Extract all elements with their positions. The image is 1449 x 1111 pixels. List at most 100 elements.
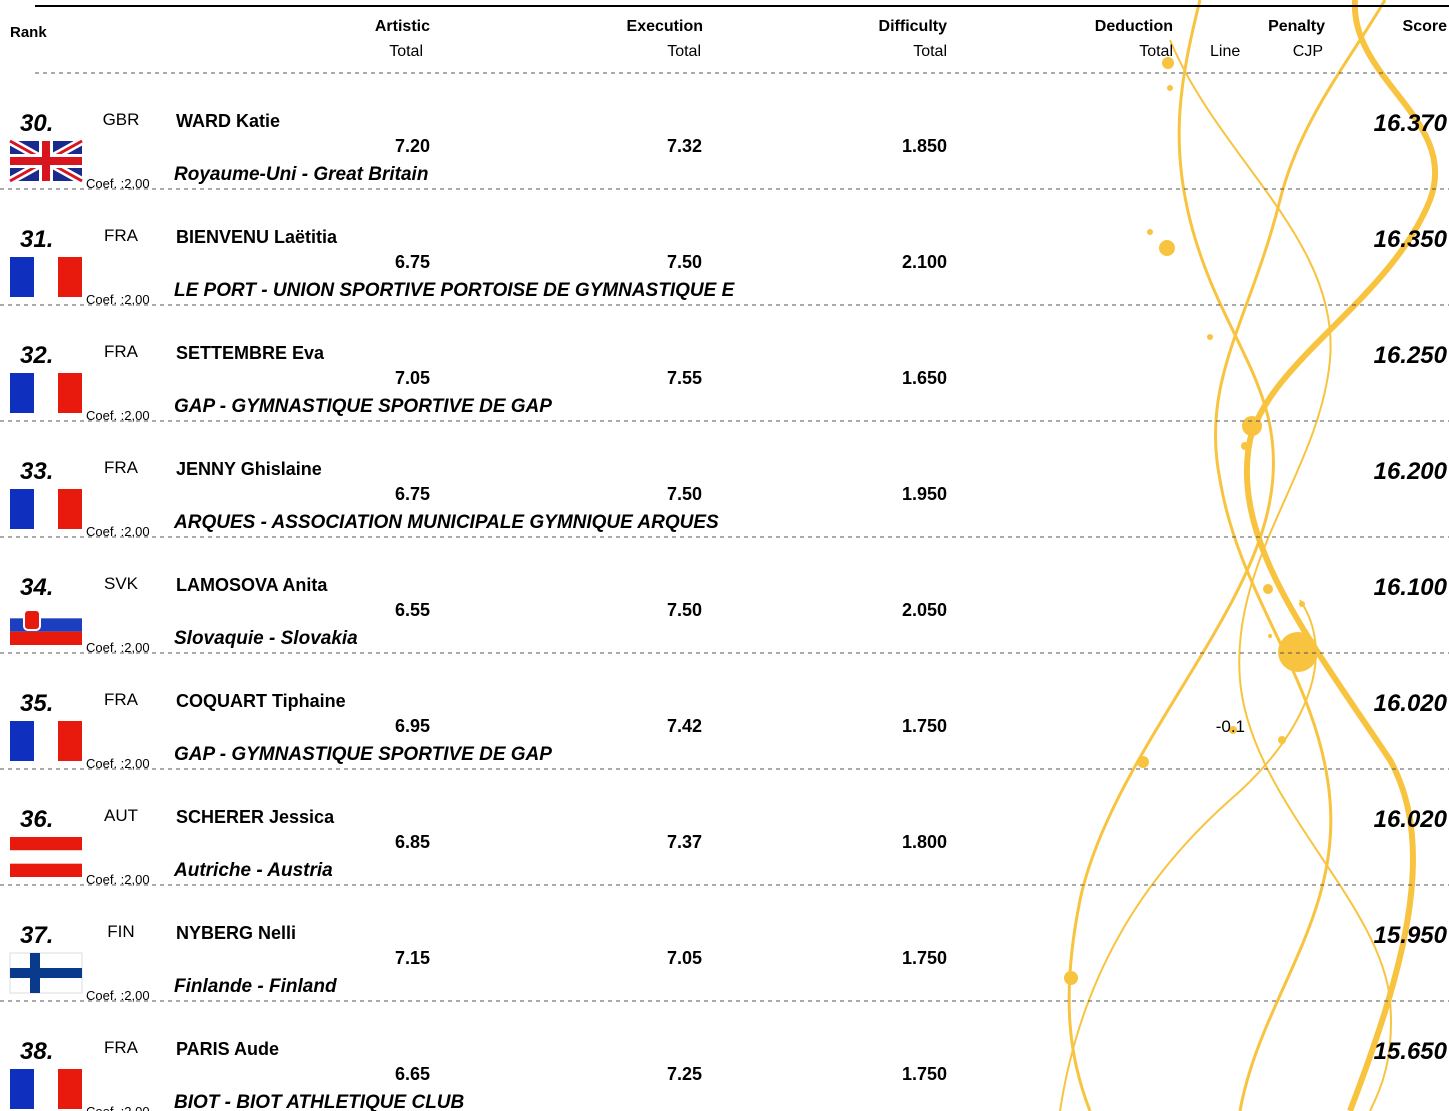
country: FRA — [104, 1038, 139, 1057]
gymnast-name: PARIS Aude — [176, 1039, 279, 1059]
header-difficulty-sub: Total — [913, 43, 947, 60]
flag-stripe — [58, 1069, 82, 1109]
gymnast-name: BIENVENU Laëtitia — [176, 227, 338, 247]
flag-stripe — [10, 850, 82, 864]
result-row: 36. AUT SCHERER Jessica 6.85 7.37 1.800 Coef. … — [0, 806, 1449, 887]
score: 16.200 — [1374, 458, 1448, 485]
rank: 30. — [20, 110, 53, 137]
coef: Coef. :2,00 — [86, 872, 150, 887]
difficulty: 1.650 — [902, 368, 947, 388]
rank: 36. — [20, 806, 53, 833]
artistic: 6.75 — [395, 252, 430, 272]
header-execution: Execution — [627, 18, 703, 35]
header-penalty: Penalty — [1268, 18, 1325, 35]
rank: 35. — [20, 690, 53, 717]
flag-cross — [10, 968, 82, 978]
header-artistic-sub: Total — [389, 43, 423, 60]
execution: 7.37 — [667, 832, 702, 852]
flag-stripe — [58, 373, 82, 413]
rank: 33. — [20, 458, 53, 485]
club: Finlande - Finland — [174, 976, 337, 997]
flag-stripe — [10, 721, 34, 761]
flag-stripe — [34, 257, 58, 297]
artistic: 6.85 — [395, 832, 430, 852]
artistic: 7.20 — [395, 136, 430, 156]
club: LE PORT - UNION SPORTIVE PORTOISE DE GYM… — [174, 280, 736, 301]
coef: Coef. :2,00 — [86, 640, 150, 655]
country: FRA — [104, 690, 139, 709]
coef: Coef. :2,00 — [86, 756, 150, 771]
artistic: 6.95 — [395, 716, 430, 736]
flag-stripe — [34, 721, 58, 761]
header-deduction-sub: Total — [1139, 43, 1173, 60]
club: BIOT - BIOT ATHLETIQUE CLUB — [174, 1092, 465, 1111]
difficulty: 1.750 — [902, 948, 947, 968]
header-line: Line — [1210, 43, 1240, 60]
score: 16.100 — [1374, 574, 1448, 601]
flag — [10, 1069, 82, 1109]
coef: Coef. :2,00 — [86, 1104, 150, 1111]
country: SVK — [104, 574, 139, 593]
flag — [10, 373, 82, 413]
rank: 34. — [20, 574, 53, 601]
gymnast-name: SCHERER Jessica — [176, 807, 335, 827]
flag-emblem — [23, 609, 41, 631]
country: AUT — [104, 806, 138, 825]
flag-stripe — [10, 489, 34, 529]
country: FRA — [104, 342, 139, 361]
gymnast-name: NYBERG Nelli — [176, 923, 296, 943]
header-execution-sub: Total — [667, 43, 701, 60]
gymnast-name: SETTEMBRE Eva — [176, 343, 325, 363]
coef: Coef. :2,00 — [86, 988, 150, 1003]
difficulty: 2.050 — [902, 600, 947, 620]
flag — [9, 952, 83, 994]
club: Slovaquie - Slovakia — [174, 628, 358, 649]
score: 16.020 — [1374, 690, 1448, 717]
difficulty: 2.100 — [902, 252, 947, 272]
score: 16.020 — [1374, 806, 1448, 833]
header-artistic: Artistic — [375, 18, 430, 35]
execution: 7.55 — [667, 368, 702, 388]
flag-stripe — [10, 863, 82, 877]
header-penalty-sub: CJP — [1293, 43, 1323, 60]
flag — [10, 489, 82, 529]
flag-cross — [10, 157, 82, 165]
flag-stripe — [10, 618, 82, 632]
header-deduction: Deduction — [1095, 18, 1173, 35]
flag — [8, 137, 84, 185]
result-row: 34. SVK LAMOSOVA Anita 6.55 7.50 2.050 Coef. :… — [0, 574, 1449, 655]
ribbon-dots — [1064, 57, 1318, 985]
gymnast-name: WARD Katie — [176, 111, 280, 131]
difficulty: 1.800 — [902, 832, 947, 852]
rank: 32. — [20, 342, 53, 369]
header-score: Score — [1403, 18, 1448, 35]
club: GAP - GYMNASTIQUE SPORTIVE DE GAP — [174, 744, 552, 765]
flag-stripe — [58, 721, 82, 761]
score: 15.650 — [1374, 1038, 1448, 1065]
result-row: 31. FRA BIENVENU Laëtitia 6.75 7.50 2.100 Coef… — [0, 226, 1449, 307]
flag — [10, 837, 82, 877]
flag — [10, 257, 82, 297]
coef: Coef. :2,00 — [86, 524, 150, 539]
artistic: 7.15 — [395, 948, 430, 968]
flag — [10, 605, 82, 645]
difficulty: 1.750 — [902, 716, 947, 736]
country: FRA — [104, 226, 139, 245]
coef: Coef. :2,00 — [86, 176, 150, 191]
score: 16.350 — [1374, 226, 1448, 253]
flag-stripe — [10, 837, 82, 851]
header-difficulty: Difficulty — [879, 18, 948, 35]
flag — [10, 721, 82, 761]
execution: 7.32 — [667, 136, 702, 156]
country: FRA — [104, 458, 139, 477]
execution: 7.25 — [667, 1064, 702, 1084]
club: ARQUES - ASSOCIATION MUNICIPALE GYMNIQUE… — [173, 512, 719, 533]
score: 16.370 — [1374, 110, 1448, 137]
flag-stripe — [10, 257, 34, 297]
score: 15.950 — [1374, 922, 1448, 949]
result-row: 38. FRA PARIS Aude 6.65 7.25 1.750 Coef. :2,00… — [10, 1038, 1448, 1111]
flag-stripe — [10, 373, 34, 413]
rank: 37. — [20, 922, 53, 949]
execution: 7.05 — [667, 948, 702, 968]
